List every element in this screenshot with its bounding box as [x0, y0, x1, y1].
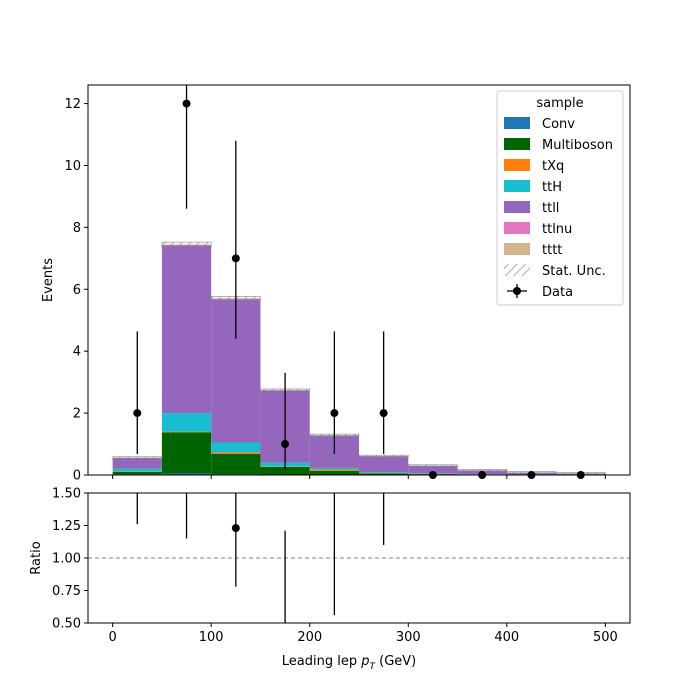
- main-plot-frame: [87, 84, 631, 476]
- bar-tth-bin-2: [211, 442, 261, 453]
- bar-ttll-bin-6: [408, 465, 458, 474]
- stat-unc-band-bin-1: [161, 241, 212, 248]
- main-y-tick-label: 8: [73, 221, 81, 236]
- legend-label: Stat. Unc.: [542, 264, 606, 279]
- ratio-point-2: [231, 524, 240, 533]
- main-y-tick-label: 12: [64, 97, 81, 112]
- bar-tth-bin-0: [112, 468, 162, 472]
- bar-conv-bin-1: [161, 473, 212, 475]
- bar-tth-bin-4: [309, 467, 359, 470]
- legend-label: ttH: [542, 180, 562, 195]
- x-axis-label-symbol: p: [360, 654, 369, 669]
- data-point-3: [281, 440, 290, 449]
- legend-swatch-tth: [504, 180, 530, 192]
- x-axis-label-prefix: Leading lep: [282, 654, 361, 669]
- x-tick-label: 0: [108, 630, 116, 645]
- legend-swatch-stat-unc: [504, 264, 530, 276]
- legend-label: tXq: [542, 159, 564, 174]
- ratio-y-tick-label: 1.25: [52, 519, 81, 534]
- bar-multiboson-bin-5: [359, 473, 409, 475]
- main-y-axis-label: Events: [41, 258, 56, 302]
- bar-txq-bin-2: [211, 452, 261, 454]
- x-axis-label-subscript: T: [369, 662, 376, 672]
- ratio-x-axis-ticks: 0 100 200 300 400 500: [108, 623, 618, 645]
- ratio-y-tick-label: 1.00: [52, 552, 81, 567]
- main-panel: 0 2 4 6 8 10 12 Events: [41, 84, 631, 484]
- x-axis-label-suffix: (GeV): [375, 654, 416, 669]
- legend-title: sample: [536, 96, 583, 111]
- legend-swatch-multiboson: [504, 138, 530, 150]
- legend-label: Conv: [542, 117, 575, 132]
- main-y-tick-label: 6: [73, 283, 81, 298]
- bar-ttll-bin-5: [359, 456, 409, 473]
- x-tick-label: 300: [396, 630, 421, 645]
- legend-swatch-tttt: [504, 243, 530, 255]
- ratio-y-tick-label: 0.75: [52, 584, 81, 599]
- bar-multiboson-bin-0: [112, 471, 162, 475]
- legend-label: ttlnu: [542, 222, 572, 237]
- legend: sample Conv Multiboson tXq ttH ttll ttlnu tttt S…: [496, 90, 624, 306]
- bar-ttll-bin-0: [112, 457, 162, 469]
- x-tick-label: 200: [297, 630, 322, 645]
- data-point-1: [182, 99, 191, 108]
- x-axis-label: Leading lep pT (GeV): [282, 654, 416, 672]
- bar-tth-bin-5: [359, 472, 409, 474]
- x-tick-label: 400: [494, 630, 519, 645]
- stat-unc-band-bin-6: [407, 464, 458, 467]
- x-tick-label: 500: [593, 630, 618, 645]
- main-y-axis-ticks: 0 2 4 6 8 10 12: [64, 97, 88, 484]
- data-point-0: [133, 409, 142, 418]
- main-y-tick-label: 10: [64, 159, 81, 174]
- legend-swatch-ttll: [504, 201, 530, 213]
- main-y-tick-label: 4: [73, 345, 81, 360]
- bar-multiboson-bin-4: [309, 470, 359, 475]
- ratio-panel: 0.50 0.75 1.00 1.25 1.50 0 100 200 300 400 500 Ra…: [29, 487, 631, 672]
- ratio-y-axis-label: Ratio: [29, 541, 44, 574]
- legend-swatch-txq: [504, 159, 530, 171]
- main-y-tick-label: 2: [73, 407, 81, 422]
- ratio-points: [136, 493, 385, 623]
- legend-label: Multiboson: [542, 138, 613, 153]
- main-x-axis-ticks: [112, 475, 606, 479]
- bar-multiboson-bin-2: [211, 453, 261, 475]
- bar-ttll-bin-1: [161, 245, 212, 414]
- stat-unc-band-bin-5: [358, 454, 409, 458]
- x-tick-label: 100: [199, 630, 224, 645]
- data-point-4: [330, 409, 339, 418]
- legend-label: tttt: [542, 243, 562, 258]
- legend-swatch-conv: [504, 117, 530, 129]
- bar-tth-bin-1: [161, 413, 212, 432]
- data-points: [133, 85, 585, 479]
- stat-unc-band-bin-0: [112, 456, 163, 459]
- bar-txq-bin-4: [309, 469, 359, 471]
- bar-multiboson-bin-1: [161, 432, 212, 474]
- data-point-5: [379, 409, 388, 418]
- bar-txq-bin-1: [161, 431, 212, 433]
- bar-multiboson-bin-3: [260, 466, 310, 475]
- main-y-tick-label: 0: [73, 469, 81, 484]
- ratio-y-axis-ticks: 0.50 0.75 1.00 1.25 1.50: [52, 487, 88, 632]
- legend-label: ttll: [542, 201, 559, 216]
- legend-swatch-data: [513, 287, 521, 295]
- legend-swatch-ttlnu: [504, 222, 530, 234]
- ratio-y-tick-label: 1.50: [52, 487, 81, 502]
- data-point-2: [231, 254, 240, 263]
- ratio-y-tick-label: 0.50: [52, 617, 81, 632]
- legend-label: Data: [542, 285, 573, 300]
